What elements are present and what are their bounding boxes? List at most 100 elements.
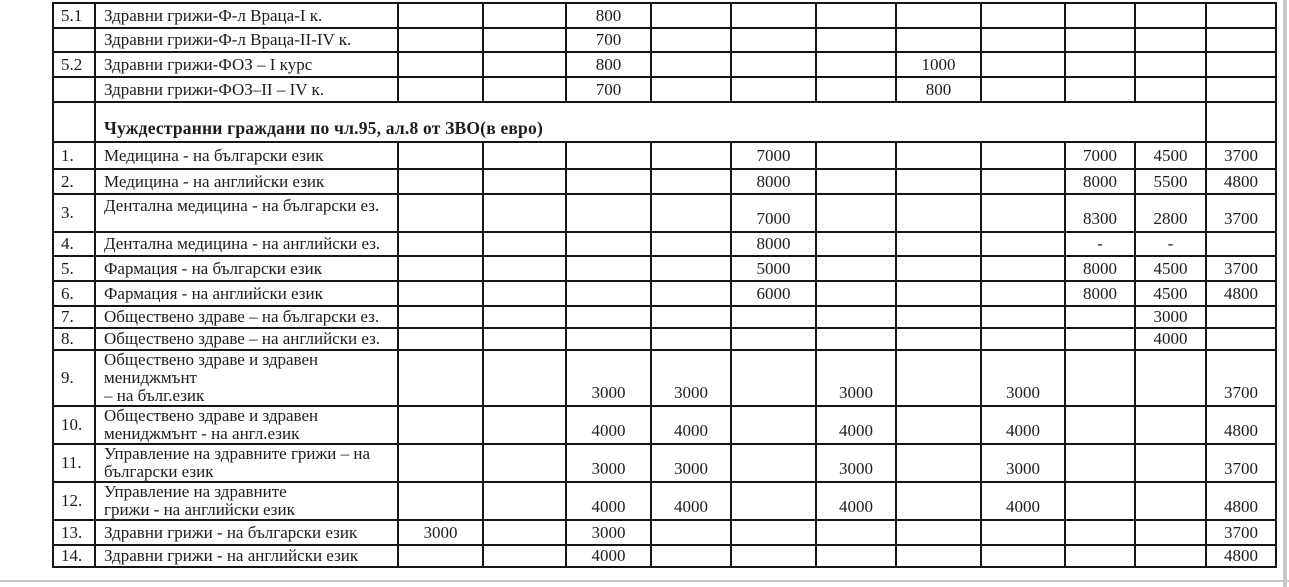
row-number-cell: 4. <box>52 231 96 257</box>
empty-cell <box>397 27 484 53</box>
program-name-cell: Здравни грижи - на английски език <box>94 544 399 568</box>
empty-cell <box>815 168 897 195</box>
table-row: Здравни грижи-ФОЗ–II – IV к. 700 800 <box>52 76 1277 103</box>
empty-cell <box>730 51 817 78</box>
row-number-cell: 5. <box>52 255 96 282</box>
empty-cell <box>650 305 732 329</box>
fee-cell: 3700 <box>1205 193 1277 233</box>
empty-cell <box>1064 2 1136 29</box>
empty-cell <box>1134 405 1207 445</box>
empty-cell <box>482 519 567 546</box>
table-row: 14. Здравни грижи - на английски език 4000… <box>52 544 1277 568</box>
empty-cell <box>650 168 732 195</box>
empty-cell <box>565 193 652 233</box>
program-name-cell: Обществено здраве и здравен мениджмънт –… <box>94 349 399 407</box>
program-name-cell: Фармация - на английски език <box>94 280 399 307</box>
empty-cell <box>815 2 897 29</box>
fee-cell: 3000 <box>650 349 732 407</box>
empty-cell <box>482 405 567 445</box>
table-row: 1. Медицина - на български език 7000 7000 45… <box>52 141 1277 170</box>
row-number-cell: 10. <box>52 405 96 445</box>
empty-cell <box>482 27 567 53</box>
empty-cell <box>565 231 652 257</box>
fee-cell: 4000 <box>815 481 897 521</box>
empty-cell <box>895 327 982 351</box>
empty-cell <box>1205 305 1277 329</box>
empty-cell <box>397 349 484 407</box>
table-row: 3. Дентална медицина - на български ез. 70… <box>52 193 1277 233</box>
fee-cell: 8000 <box>1064 280 1136 307</box>
empty-cell <box>565 141 652 170</box>
empty-cell <box>397 255 484 282</box>
empty-cell <box>482 2 567 29</box>
empty-cell <box>482 280 567 307</box>
empty-cell <box>815 544 897 568</box>
empty-cell <box>730 443 817 483</box>
empty-cell <box>482 168 567 195</box>
table-row: 13. Здравни грижи - на български език 3000… <box>52 519 1277 546</box>
empty-cell <box>895 27 982 53</box>
fee-cell: 4000 <box>650 405 732 445</box>
empty-cell <box>980 76 1066 103</box>
row-number-cell: 8. <box>52 327 96 351</box>
empty-cell <box>895 168 982 195</box>
row-number-cell: 13. <box>52 519 96 546</box>
empty-cell <box>1134 481 1207 521</box>
fee-cell: 4000 <box>815 405 897 445</box>
empty-cell <box>980 280 1066 307</box>
empty-cell <box>650 280 732 307</box>
empty-cell <box>980 544 1066 568</box>
empty-cell <box>1064 405 1136 445</box>
empty-cell <box>1064 327 1136 351</box>
section-header-cell: Чуждестранни граждани по чл.95, ал.8 от … <box>94 101 1207 143</box>
empty-cell <box>650 2 732 29</box>
empty-cell <box>482 443 567 483</box>
empty-cell <box>1134 349 1207 407</box>
fee-cell: 1000 <box>895 51 982 78</box>
empty-cell <box>980 168 1066 195</box>
row-number-cell: 3. <box>52 193 96 233</box>
program-name-cell: Обществено здраве и здравен мениджмънт -… <box>94 405 399 445</box>
fee-cell: 7000 <box>730 141 817 170</box>
empty-cell <box>1064 76 1136 103</box>
empty-cell <box>980 2 1066 29</box>
program-name-cell: Управление на здравните грижи - на англи… <box>94 481 399 521</box>
fee-cell: 800 <box>565 51 652 78</box>
fee-cell: 4000 <box>565 544 652 568</box>
empty-cell <box>1064 305 1136 329</box>
row-number-cell: 5.1 <box>52 2 96 29</box>
empty-cell <box>1134 51 1207 78</box>
fee-cell: 8000 <box>1064 255 1136 282</box>
empty-cell <box>730 2 817 29</box>
row-number-cell: 2. <box>52 168 96 195</box>
fee-cell: 4500 <box>1134 141 1207 170</box>
empty-cell <box>650 193 732 233</box>
program-name-cell: Фармация - на български език <box>94 255 399 282</box>
row-number-cell: 9. <box>52 349 96 407</box>
empty-cell <box>895 481 982 521</box>
empty-cell <box>815 27 897 53</box>
empty-cell <box>1205 327 1277 351</box>
empty-cell <box>980 141 1066 170</box>
empty-cell <box>1064 481 1136 521</box>
empty-cell <box>1205 27 1277 53</box>
empty-cell <box>895 405 982 445</box>
empty-cell <box>1134 27 1207 53</box>
program-name-cell: Здравни грижи-ФОЗ–II – IV к. <box>94 76 399 103</box>
table-row: 9. Обществено здраве и здравен мениджмънт… <box>52 349 1277 407</box>
empty-cell <box>815 231 897 257</box>
fee-cell: 3000 <box>815 443 897 483</box>
empty-cell <box>1205 2 1277 29</box>
program-name-cell: Здравни грижи - на български език <box>94 519 399 546</box>
fee-cell: 3700 <box>1205 443 1277 483</box>
empty-cell <box>397 231 484 257</box>
row-number-cell: 6. <box>52 280 96 307</box>
empty-cell <box>650 27 732 53</box>
empty-cell <box>980 327 1066 351</box>
empty-cell <box>980 519 1066 546</box>
empty-cell <box>895 280 982 307</box>
empty-cell <box>482 76 567 103</box>
empty-cell <box>980 255 1066 282</box>
empty-cell <box>895 443 982 483</box>
